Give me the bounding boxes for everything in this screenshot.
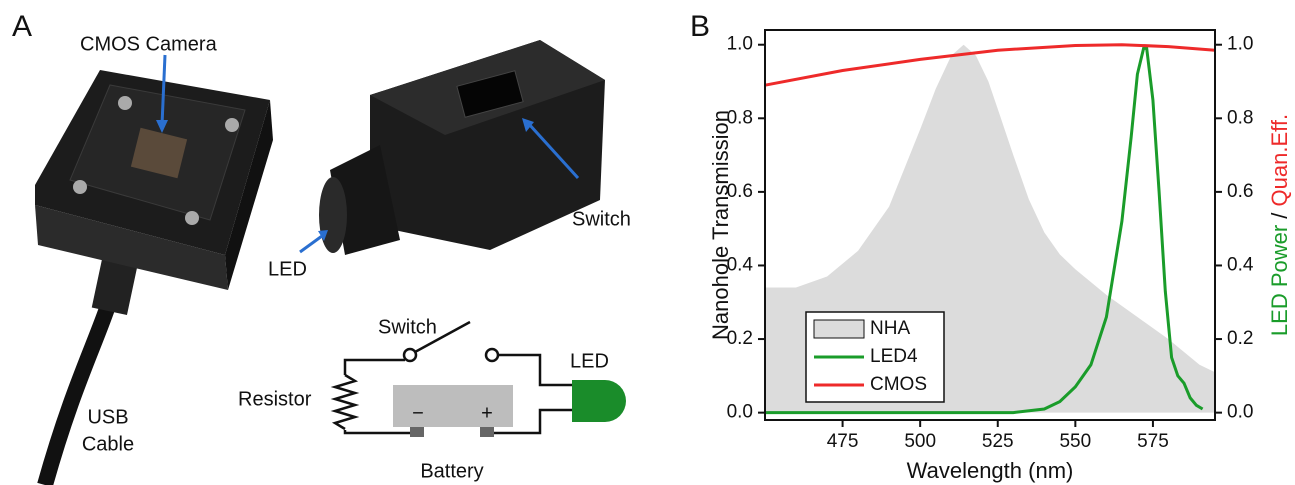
y-tick-label: 0.6	[727, 181, 753, 202]
y2-tick-label: 0.2	[1227, 328, 1253, 349]
y2-tick-label: 0.4	[1227, 254, 1254, 275]
label: LED	[570, 350, 609, 372]
screw	[73, 180, 87, 194]
y2-title-part: LED Power	[1267, 225, 1292, 336]
battery-terminal	[480, 427, 494, 437]
y-tick-label: 0.0	[727, 402, 753, 423]
y2-tick-label: 0.6	[1227, 181, 1253, 202]
y2-tick-label: 0.0	[1227, 402, 1253, 423]
battery-terminal	[410, 427, 424, 437]
label: Resistor	[238, 388, 312, 410]
label: Switch	[378, 316, 437, 338]
legend-label: NHA	[870, 318, 910, 339]
x-tick-label: 525	[982, 431, 1014, 452]
plot: 475 500 525 550 575 0.0 0.2 0.4 0.6 0.8 1.0 0.0 0.2 0…	[727, 30, 1254, 452]
label: Switch	[572, 208, 631, 230]
legend-label: CMOS	[870, 374, 927, 395]
x-tick-label: 575	[1137, 431, 1169, 452]
y-tick-label: 0.4	[727, 254, 754, 275]
y-tick-label: 1.0	[727, 34, 753, 55]
label: Battery	[420, 460, 483, 482]
lens-end	[319, 177, 347, 253]
arrow	[300, 236, 322, 252]
y2-tick-label: 0.8	[1227, 107, 1253, 128]
battery	[393, 385, 513, 427]
legend-label: LED4	[870, 346, 918, 367]
panel-label: A	[12, 10, 32, 43]
label: USB	[87, 406, 128, 428]
label: CMOS Camera	[80, 33, 218, 55]
panel-label: B	[690, 10, 710, 43]
y2-tick-label: 1.0	[1227, 34, 1253, 55]
legend-swatch	[814, 320, 864, 338]
screw	[225, 118, 239, 132]
y2-axis-title: LED Power / Quan.Eff.	[1267, 114, 1292, 336]
x-tick-label: 550	[1059, 431, 1091, 452]
y-axis-title: Nanohole Transmission	[708, 110, 733, 340]
led-symbol	[572, 380, 626, 422]
label: Cable	[82, 433, 134, 455]
figure: A CMOS Camera USB Cable Switch LED	[0, 0, 1295, 485]
panel-a: A CMOS Camera USB Cable Switch LED	[12, 10, 631, 485]
x-axis-title: Wavelength (nm)	[907, 458, 1074, 483]
y-tick-label: 0.2	[727, 328, 753, 349]
screw	[118, 96, 132, 110]
label: −	[412, 402, 424, 424]
screw	[185, 211, 199, 225]
y2-title-part: /	[1267, 206, 1292, 224]
y-tick-label: 0.8	[727, 107, 753, 128]
label: +	[481, 402, 493, 424]
y2-title-part: Quan.Eff.	[1267, 114, 1292, 207]
label: LED	[268, 258, 307, 280]
x-tick-label: 500	[904, 431, 936, 452]
x-tick-label: 475	[827, 431, 859, 452]
